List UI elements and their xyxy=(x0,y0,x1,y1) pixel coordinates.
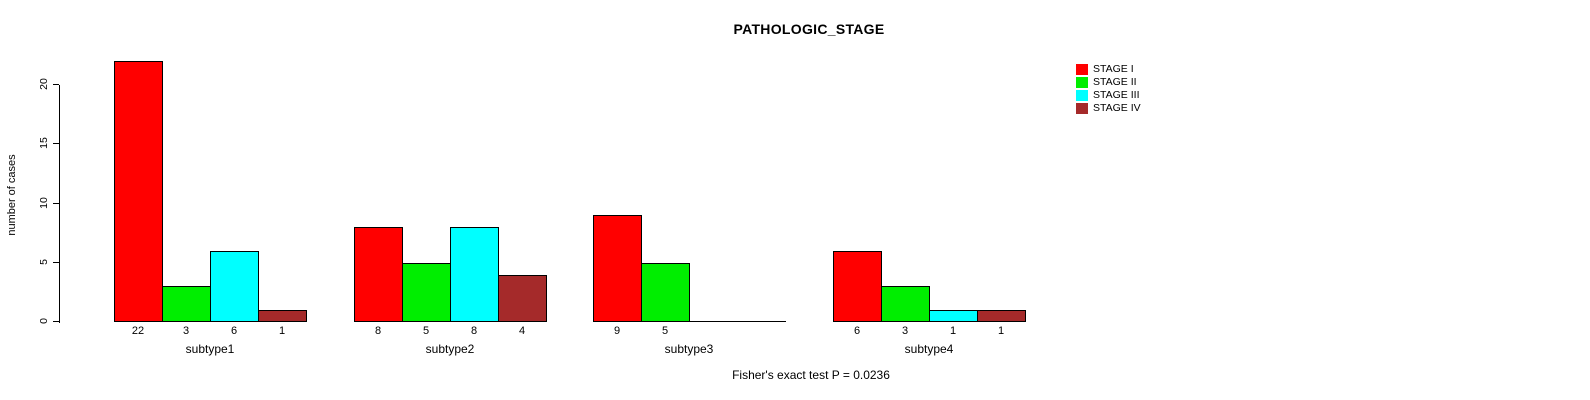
value-label-subtype4-stage-i: 6 xyxy=(853,325,861,337)
bar-subtype3-stage-ii xyxy=(641,263,690,322)
legend-swatch-stage-iii xyxy=(1076,90,1088,101)
bar-subtype2-stage-iv xyxy=(498,275,547,322)
category-label-subtype2: subtype2 xyxy=(425,342,475,356)
value-label-subtype4-stage-iii: 1 xyxy=(949,325,957,337)
category-label-subtype1: subtype1 xyxy=(185,342,235,356)
category-label-subtype4: subtype4 xyxy=(904,342,954,356)
bar-subtype3-stage-i xyxy=(593,215,642,322)
y-axis-line xyxy=(59,85,60,323)
value-label-subtype2-stage-iii: 8 xyxy=(470,325,478,337)
y-tick-0 xyxy=(53,321,59,322)
y-tick-10 xyxy=(53,203,59,204)
bar-subtype1-stage-iv xyxy=(258,310,307,322)
zero-bar-subtype3-stage-iv xyxy=(737,321,786,322)
value-label-subtype1-stage-iv: 1 xyxy=(278,325,286,337)
y-tick-label-15: 15 xyxy=(38,137,50,149)
legend-label-stage-ii: STAGE II xyxy=(1093,76,1137,88)
bar-subtype2-stage-iii xyxy=(450,227,499,322)
bar-subtype1-stage-i xyxy=(114,61,163,322)
bar-subtype4-stage-i xyxy=(833,251,882,322)
value-label-subtype2-stage-ii: 5 xyxy=(422,325,430,337)
legend-row-stage-i: STAGE I xyxy=(1076,63,1141,76)
legend-label-stage-iv: STAGE IV xyxy=(1093,102,1141,114)
bar-subtype2-stage-ii xyxy=(402,263,451,322)
legend-swatch-stage-ii xyxy=(1076,77,1088,88)
y-tick-label-0: 0 xyxy=(38,318,50,324)
bar-subtype2-stage-i xyxy=(354,227,403,322)
bar-subtype4-stage-ii xyxy=(881,286,930,322)
bar-subtype4-stage-iii xyxy=(929,310,978,322)
value-label-subtype1-stage-i: 22 xyxy=(131,325,145,337)
legend-label-stage-iii: STAGE III xyxy=(1093,89,1140,101)
value-label-subtype3-stage-i: 9 xyxy=(613,325,621,337)
legend-row-stage-ii: STAGE II xyxy=(1076,76,1141,89)
value-label-subtype4-stage-ii: 3 xyxy=(901,325,909,337)
bar-subtype1-stage-ii xyxy=(162,286,211,322)
y-tick-label-20: 20 xyxy=(38,78,50,90)
y-tick-15 xyxy=(53,143,59,144)
legend-row-stage-iv: STAGE IV xyxy=(1076,102,1141,115)
y-tick-label-5: 5 xyxy=(38,259,50,265)
legend-swatch-stage-iv xyxy=(1076,103,1088,114)
bar-subtype4-stage-iv xyxy=(977,310,1026,322)
value-label-subtype2-stage-iv: 4 xyxy=(518,325,526,337)
bar-subtype1-stage-iii xyxy=(210,251,259,322)
chart-title: PATHOLOGIC_STAGE xyxy=(733,21,885,37)
legend-row-stage-iii: STAGE III xyxy=(1076,89,1141,102)
y-axis-label: number of cases xyxy=(6,154,18,236)
value-label-subtype1-stage-iii: 6 xyxy=(230,325,238,337)
value-label-subtype4-stage-iv: 1 xyxy=(997,325,1005,337)
y-tick-label-10: 10 xyxy=(38,197,50,209)
value-label-subtype3-stage-ii: 5 xyxy=(661,325,669,337)
y-tick-5 xyxy=(53,262,59,263)
value-label-subtype1-stage-ii: 3 xyxy=(182,325,190,337)
legend-swatch-stage-i xyxy=(1076,64,1088,75)
stat-annotation: Fisher's exact test P = 0.0236 xyxy=(732,368,890,382)
legend: STAGE I STAGE II STAGE III STAGE IV xyxy=(1076,63,1141,115)
legend-label-stage-i: STAGE I xyxy=(1093,63,1134,75)
y-tick-20 xyxy=(53,84,59,85)
category-label-subtype3: subtype3 xyxy=(664,342,714,356)
zero-bar-subtype3-stage-iii xyxy=(689,321,738,322)
value-label-subtype2-stage-i: 8 xyxy=(374,325,382,337)
